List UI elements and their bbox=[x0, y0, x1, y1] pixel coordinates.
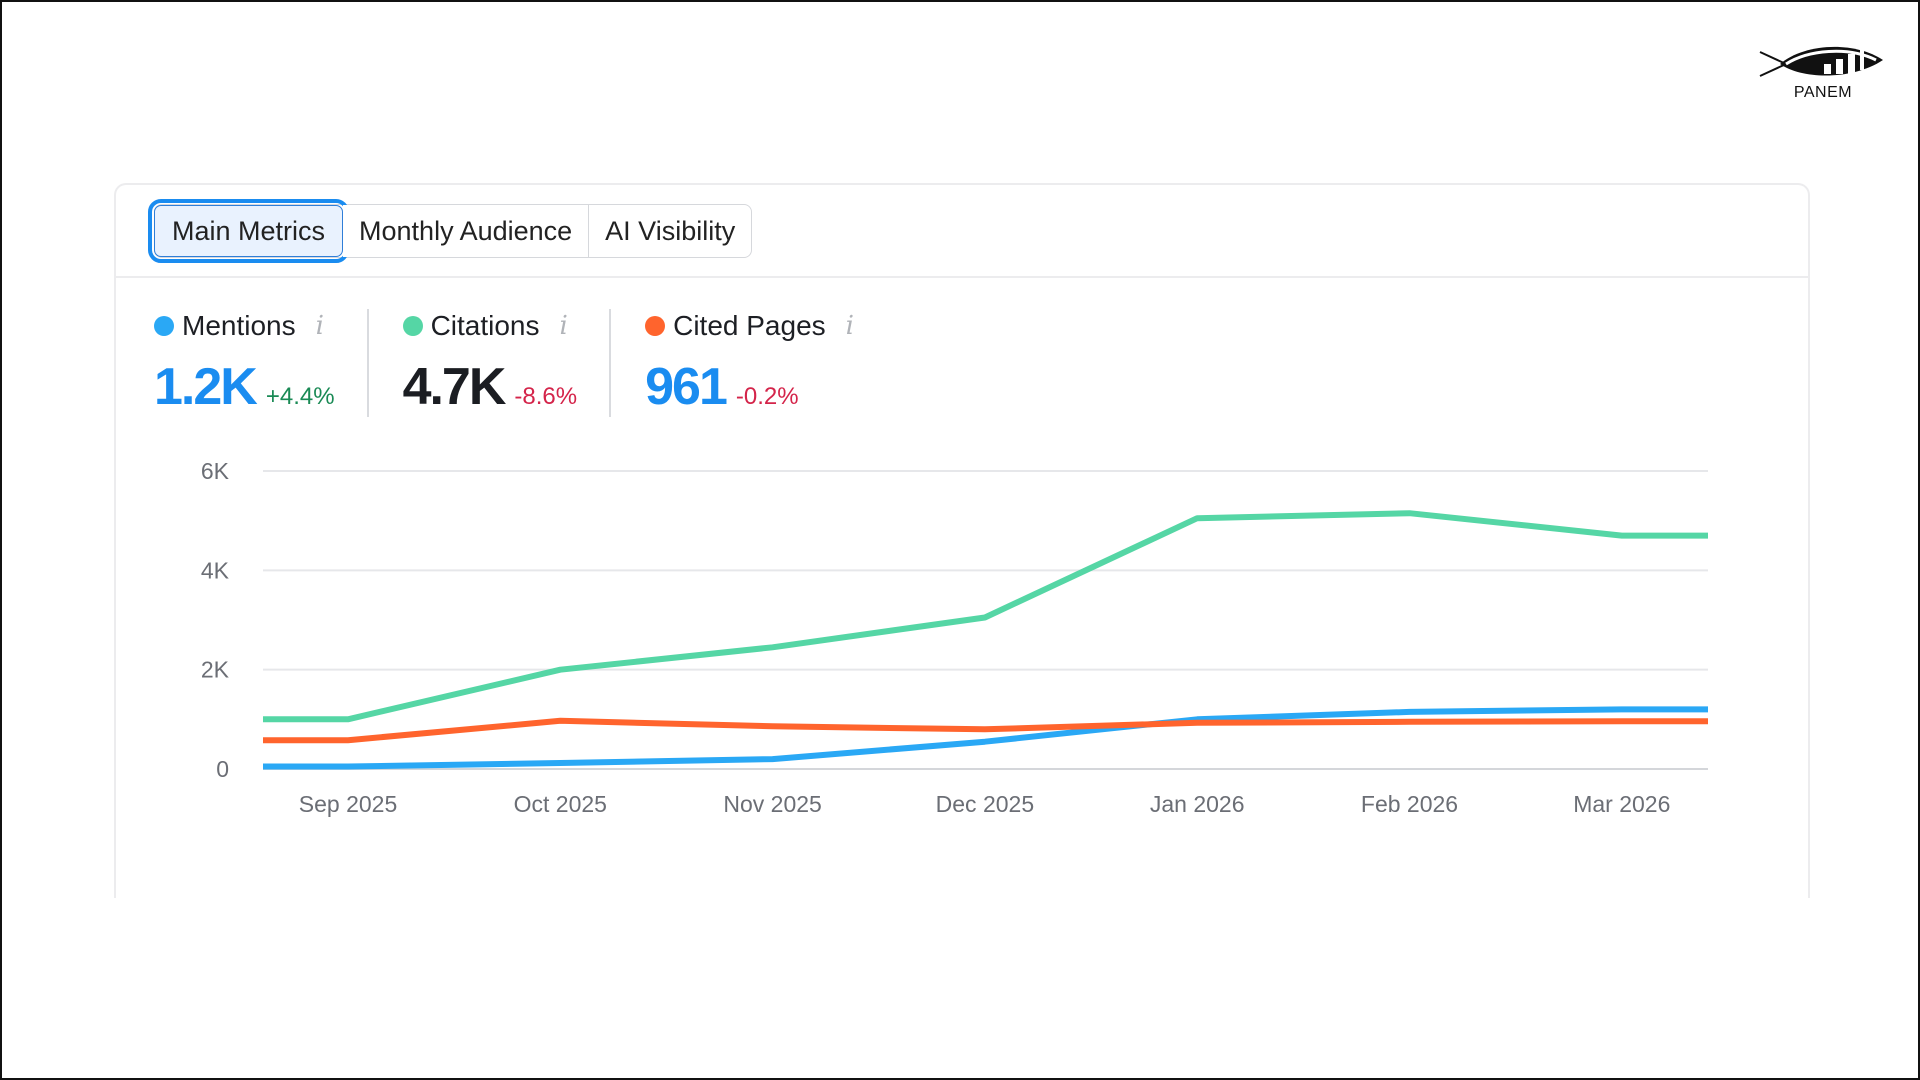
metric-delta: -8.6% bbox=[514, 383, 578, 410]
metrics-summary: Mentions i 1.2K +4.4% Citations i 4.7K -… bbox=[154, 309, 920, 417]
tabs-row: Main Metrics Monthly Audience AI Visibil… bbox=[116, 185, 1808, 278]
mentions-legend-dot bbox=[154, 316, 174, 336]
y-tick-label: 0 bbox=[216, 756, 229, 782]
x-tick-label: Oct 2025 bbox=[514, 791, 607, 817]
metric-label: Citations bbox=[430, 310, 540, 341]
metrics-card: Main Metrics Monthly Audience AI Visibil… bbox=[114, 183, 1810, 898]
y-tick-label: 4K bbox=[201, 557, 230, 583]
info-icon[interactable]: i bbox=[315, 311, 324, 341]
tab-group: Main Metrics Monthly Audience AI Visibil… bbox=[147, 199, 753, 263]
series-line-cited-pages[interactable] bbox=[263, 717, 1708, 744]
metric-label: Cited Pages bbox=[673, 310, 826, 341]
cited-pages-legend-dot bbox=[645, 316, 666, 336]
series-line-mentions[interactable] bbox=[263, 706, 1708, 770]
x-tick-label: Nov 2025 bbox=[723, 791, 821, 817]
y-tick-label: 2K bbox=[201, 657, 230, 683]
tab-monthly-audience[interactable]: Monthly Audience bbox=[343, 205, 590, 257]
x-tick-label: Mar 2026 bbox=[1573, 791, 1670, 817]
metric-mentions: Mentions i 1.2K +4.4% bbox=[154, 309, 369, 417]
metric-value: 961 bbox=[645, 358, 728, 416]
x-tick-label: Dec 2025 bbox=[936, 791, 1034, 817]
tab-main-metrics[interactable]: Main Metrics bbox=[147, 199, 350, 263]
fish-bar-chart-logo-icon bbox=[1759, 46, 1883, 77]
tab-ai-visibility[interactable]: AI Visibility bbox=[589, 205, 752, 257]
metric-value: 4.7K bbox=[402, 358, 507, 416]
x-tick-label: Sep 2025 bbox=[299, 791, 397, 817]
metric-delta: +4.4% bbox=[265, 383, 335, 410]
x-tick-label: Feb 2026 bbox=[1361, 791, 1458, 817]
info-icon[interactable]: i bbox=[559, 311, 568, 341]
x-tick-label: Jan 2026 bbox=[1150, 791, 1245, 817]
metric-delta: -0.2% bbox=[735, 383, 799, 410]
metric-value: 1.2K bbox=[154, 358, 258, 416]
metric-label: Mentions bbox=[182, 310, 296, 341]
info-icon[interactable]: i bbox=[845, 311, 854, 341]
y-tick-label: 6K bbox=[201, 458, 230, 484]
series-line-citations[interactable] bbox=[263, 510, 1708, 723]
metric-citations: Citations i 4.7K -8.6% bbox=[402, 309, 612, 417]
brand-logo: PANEM bbox=[1748, 38, 1898, 118]
citations-legend-dot bbox=[402, 316, 423, 336]
metric-cited-pages: Cited Pages i 961 -0.2% bbox=[645, 309, 886, 417]
brand-name: PANEM bbox=[1793, 84, 1853, 101]
